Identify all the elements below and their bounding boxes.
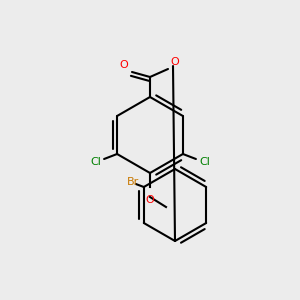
Text: O: O xyxy=(170,57,179,67)
Text: O: O xyxy=(119,60,128,70)
Text: O: O xyxy=(146,195,154,205)
Text: Br: Br xyxy=(127,177,139,187)
Text: Cl: Cl xyxy=(90,157,101,167)
Text: Cl: Cl xyxy=(199,157,210,167)
